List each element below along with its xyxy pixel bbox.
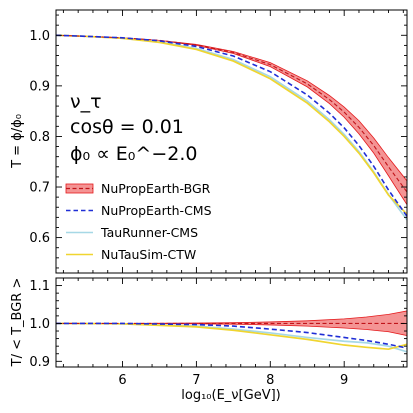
annotation-flux: ϕ₀ ∝ E₀^−2.0 [70,143,197,165]
xtick-label-6: 6 [118,373,126,388]
top-ytick-label-1.0: 1.0 [29,29,50,44]
xtick-label-8: 8 [266,373,274,388]
legend: NuPropEarth-BGR NuPropEarth-CMS TauRunne… [65,181,212,262]
bottom-ytick-label-1.0: 1.0 [29,317,50,332]
annotation-angle: cosθ = 0.01 [70,116,184,138]
legend-label-bgr: NuPropEarth-BGR [101,181,211,196]
legend-entry-cms: NuPropEarth-CMS [66,203,212,218]
annotation-particle: ν_τ [70,91,102,113]
top-lines [56,34,407,221]
top-ticks: 0.6 0.7 0.8 0.9 1.0 [29,10,407,273]
legend-entry-nutausim: NuTauSim-CTW [66,247,196,262]
legend-label-taurunner: TauRunner-CMS [100,225,198,240]
bottom-line-nupropearth-cms [56,322,407,349]
bottom-panel: 6 7 8 9 0.9 1.0 1.1 T/ < T_BGR > log₁₀(E_ν[GeV… [10,277,408,403]
annotation: ν_τ cosθ = 0.01 ϕ₀ ∝ E₀^−2.0 [70,91,197,165]
top-ytick-label-0.6: 0.6 [29,231,50,246]
bottom-ytick-label-0.9: 0.9 [29,355,50,370]
top-ytick-label-0.8: 0.8 [29,130,50,145]
top-bands [56,34,407,206]
legend-label-nutausim: NuTauSim-CTW [101,247,196,262]
xlabel: log₁₀(E_ν[GeV]) [181,388,280,403]
bottom-line-nutausim-ctw [56,322,407,351]
top-panel: 0.6 0.7 0.8 0.9 1.0 T = ϕ/ϕ₀ ν_τ cosθ = 0.01… [10,9,408,274]
xtick-label-9: 9 [340,373,348,388]
legend-entry-taurunner: TauRunner-CMS [66,225,198,240]
bottom-frame [55,277,408,368]
bottom-ytick-label-1.1: 1.1 [29,279,50,294]
bottom-ylabel: T/ < T_BGR > [10,278,25,368]
legend-entry-bgr: NuPropEarth-BGR [65,181,211,196]
legend-label-cms: NuPropEarth-CMS [101,203,212,218]
top-line-nupropearth-cms [56,34,407,217]
top-ytick-label-0.9: 0.9 [29,79,50,94]
top-ylabel: T = ϕ/ϕ₀ [10,114,25,169]
top-band-nupropearth-bgr [56,34,407,206]
bottom-lines [56,322,407,353]
top-ytick-label-0.7: 0.7 [29,181,50,196]
top-frame [55,9,408,274]
xtick-label-7: 7 [192,373,200,388]
